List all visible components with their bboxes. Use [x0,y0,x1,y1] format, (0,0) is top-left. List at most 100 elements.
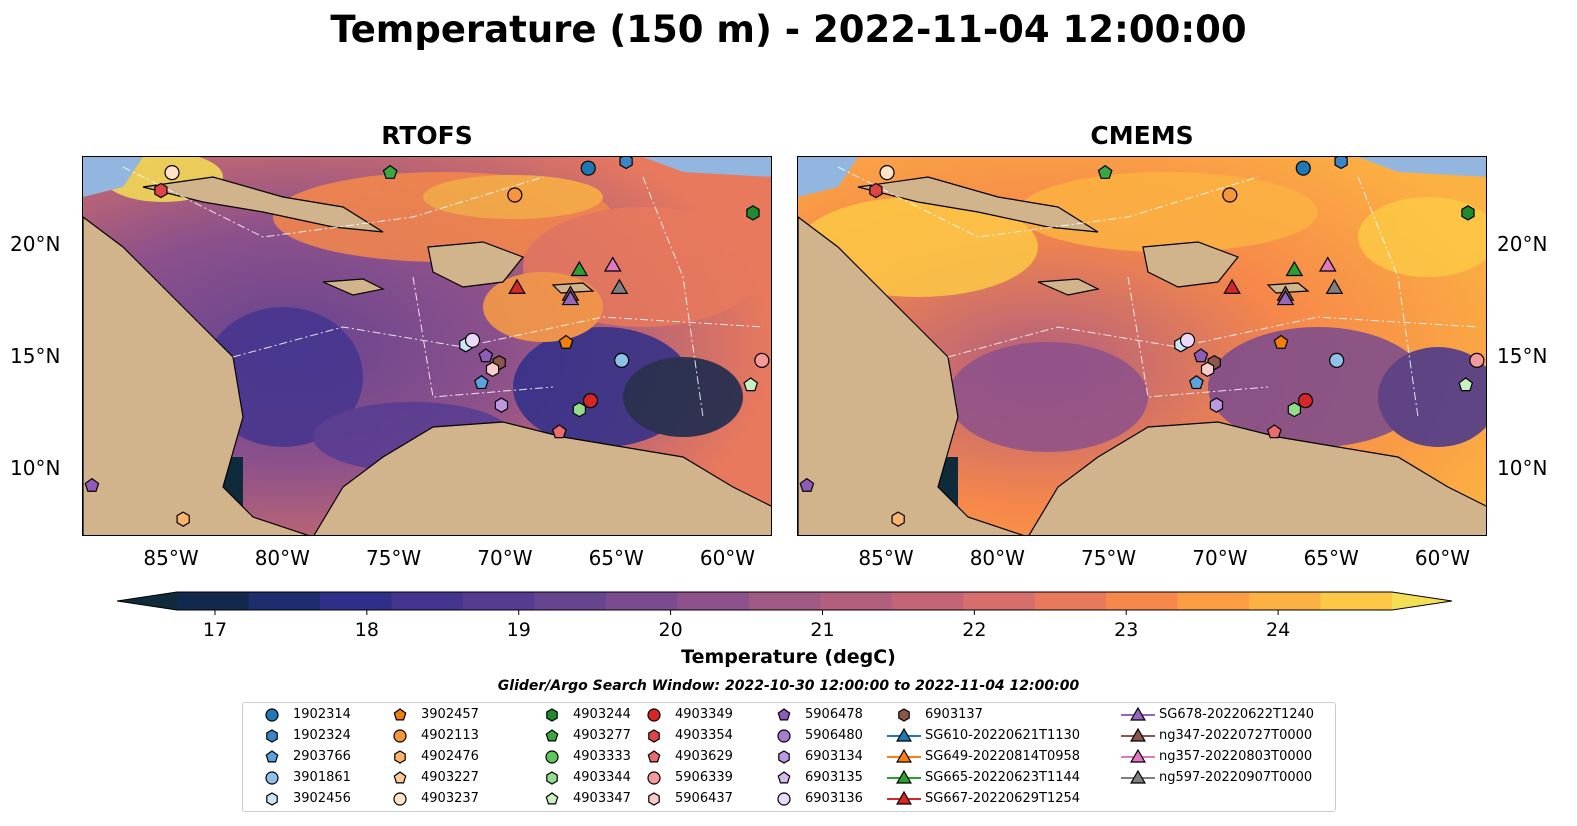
observation-marker [1469,352,1485,369]
observation-marker [1209,397,1224,413]
colorbar-tick-label: 19 [507,619,531,641]
lon-tick-label: 80°W [969,546,1025,570]
colorbar-extend-low [117,592,177,610]
legend-entry-label: SG678-20220622T1240 [1159,707,1315,722]
observation-marker [1334,157,1348,170]
legend-entry-label: 4903227 [421,770,479,785]
map-canvas-rtofs [83,157,771,535]
legend-marker [265,708,279,722]
lon-tick-label: 85°W [143,546,199,570]
legend-entry-label: 3902457 [421,707,479,722]
lon-tick-label: 85°W [858,546,914,570]
observation-marker [619,157,633,170]
colorbar-segment [820,592,893,610]
observation-marker [1329,352,1345,369]
legend-entry-label: 4903344 [573,770,631,785]
observation-marker [464,332,481,348]
legend-marker [648,729,660,743]
observation-marker [551,424,567,439]
legend-marker [778,750,790,764]
legend-marker [545,792,559,805]
legend-entry-label: 2903766 [293,749,351,764]
lat-tick-label: 15°N [10,344,61,369]
legend-entry-label: 3902456 [293,791,351,806]
map-canvas-cmems [798,157,1486,535]
legend-entry-label: 5906478 [805,707,863,722]
colorbar-segment [177,592,250,610]
observation-marker [799,477,815,492]
observation-marker [485,361,500,378]
legend-marker [887,748,921,763]
legend-entry-label: 4903333 [573,749,631,764]
lon-tick-label: 60°W [1414,546,1471,570]
colorbar-tick-label: 17 [203,619,227,641]
legend-marker [1121,769,1155,784]
colorbar-segment [534,592,607,610]
panel-title-cmems: CMEMS [1090,121,1194,150]
observation-marker [176,511,190,527]
colorbar-segment [891,592,964,610]
legend-entry-label: 6903135 [805,770,863,785]
legend-marker [647,708,661,722]
legend-marker [265,750,279,763]
observation-marker [1297,393,1314,409]
lat-tick-label: 10°N [10,455,61,480]
legend-marker [545,750,559,764]
observation-marker [572,401,587,418]
legend-marker [887,769,921,784]
observation-marker [582,393,599,409]
observation-marker [754,352,770,369]
colorbar-segment [605,592,678,610]
colorbar-segment [462,592,535,610]
legend-entry-label: 4903244 [573,707,631,722]
legend-marker [777,708,791,721]
colorbar-segment [1177,592,1250,610]
observation-marker [879,165,895,181]
lat-tick-label: 20°N [10,232,61,257]
observation-marker [1222,187,1238,203]
legend-entry-label: SG649-20220814T0958 [925,749,1081,764]
legend-marker [777,729,791,743]
observation-marker [561,289,580,306]
legend-entry-label: 6903134 [805,749,863,764]
observation-marker [614,352,630,369]
observation-marker [1285,260,1304,277]
colorbar-segment [677,592,750,610]
legend-entry-label: 5906480 [805,728,863,743]
legend-entry-label: ng357-20220803T0000 [1159,749,1313,764]
lon-tick-label: 60°W [699,546,756,570]
legend-entry-label: SG665-20220623T1144 [925,770,1081,785]
legend-marker [394,750,406,764]
colorbar-extend-high [1392,592,1452,610]
legend: 1902314 1902324 2903766 3901861 3902456 39024… [242,702,1336,812]
observation-marker [494,397,509,413]
observation-marker [1318,256,1337,272]
colorbar-segment [1034,592,1107,610]
observation-marker [610,278,629,294]
observation-marker [743,377,759,392]
observation-marker [558,334,574,349]
colorbar-tick-label: 23 [1114,619,1138,641]
legend-marker [647,771,661,785]
lon-tick-label: 75°W [1080,546,1137,570]
observation-marker [580,160,596,176]
legend-entry-label: 4902476 [421,749,479,764]
legend-marker [545,729,559,742]
observation-marker [1223,278,1241,294]
colorbar-segment [748,592,821,610]
legend-marker [1121,727,1155,742]
observation-marker [869,182,883,199]
legend-entry-label: 6903137 [925,707,983,722]
legend-entry-label: SG667-20220629T1254 [925,791,1081,806]
lat-tick-label: 15°N [1497,344,1548,369]
colorbar-segment [963,592,1036,610]
observation-marker [746,205,760,221]
colorbar-segment [319,592,393,610]
legend-entry-label: SG610-20220621T1130 [925,728,1081,743]
legend-entry-label: 4903277 [573,728,631,743]
legend-entry-label: 4903237 [421,791,479,806]
legend-entry-label: ng597-20220907T0000 [1159,770,1313,785]
observation-marker [1325,278,1344,294]
lon-tick-label: 65°W [1303,546,1359,570]
lat-tick-label: 10°N [1497,455,1548,480]
